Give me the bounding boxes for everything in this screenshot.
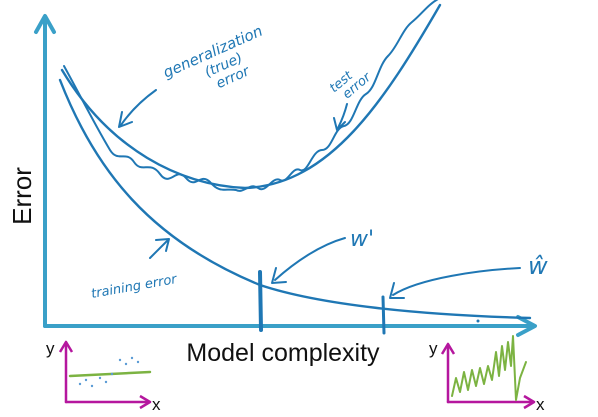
left-inset-point xyxy=(98,376,102,380)
left-inset-point xyxy=(118,358,122,362)
w-prime-label: w' xyxy=(350,227,374,252)
left-inset-point xyxy=(136,360,140,364)
left-inset-point xyxy=(130,356,134,360)
w-prime-mark xyxy=(258,270,263,332)
w-prime-pointer xyxy=(274,237,346,281)
main-axes xyxy=(34,14,537,337)
y-axis-label: Error xyxy=(7,167,37,225)
right-inset-y-label: y xyxy=(429,339,438,358)
generalization-pointer-head xyxy=(118,111,133,128)
training-pointer-head xyxy=(155,238,170,252)
left-inset-y-arrowhead xyxy=(58,340,74,353)
generalization-pointer xyxy=(120,89,157,126)
left-inset-point xyxy=(110,372,114,376)
w-hat-pointer xyxy=(392,267,521,296)
left-inset-point xyxy=(124,362,128,366)
test-error-curve xyxy=(63,0,439,192)
test-pointer-head xyxy=(333,117,346,131)
left-inset-points xyxy=(78,356,140,388)
left-inset-x-arrowhead xyxy=(139,394,152,410)
stray-dot xyxy=(476,319,480,323)
right-inset-x-label: x xyxy=(536,395,545,414)
left-inset-x-label: x xyxy=(152,395,161,414)
test-annotation: test error xyxy=(327,68,375,102)
right-inset: y x xyxy=(429,335,545,414)
right-inset-fit-curve xyxy=(451,335,527,401)
left-inset: y x xyxy=(46,339,161,414)
x-axis-arrowhead xyxy=(516,315,537,337)
right-inset-y-arrowhead xyxy=(440,342,456,355)
left-inset-point xyxy=(90,384,94,388)
w-prime-pointer-head xyxy=(271,267,287,284)
left-inset-point xyxy=(78,382,82,386)
left-inset-y-label: y xyxy=(46,339,55,358)
test-pointer xyxy=(337,103,348,129)
generalization-error-curve xyxy=(60,3,442,190)
w-hat-pointer-head xyxy=(389,282,405,299)
left-inset-fit-line xyxy=(68,370,152,378)
training-pointer xyxy=(149,239,169,259)
left-inset-point xyxy=(104,380,108,384)
left-inset-point xyxy=(84,378,88,382)
x-axis-label: Model complexity xyxy=(186,339,380,367)
training-error-label: training error xyxy=(90,272,179,302)
generalization-annotation: generalization (true) error xyxy=(160,22,265,92)
y-axis-arrowhead xyxy=(34,14,56,34)
right-inset-x-arrowhead xyxy=(523,394,536,410)
w-hat-label: ŵ xyxy=(528,252,548,280)
w-hat-mark xyxy=(381,295,386,335)
